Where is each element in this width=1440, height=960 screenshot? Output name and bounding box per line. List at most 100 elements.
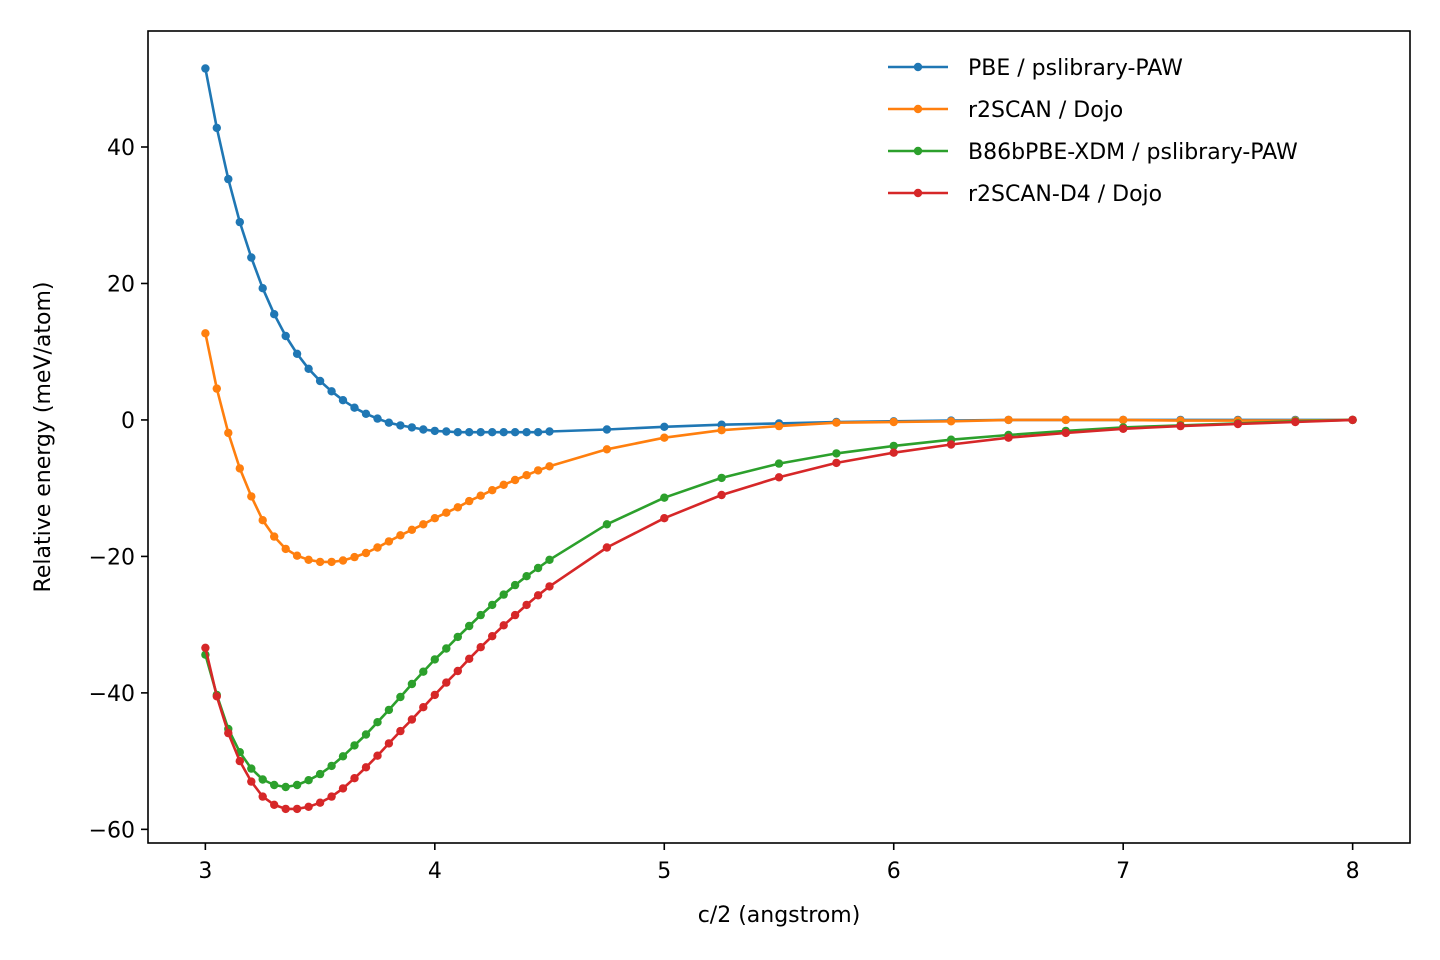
data-point bbox=[889, 417, 898, 427]
data-point bbox=[442, 508, 451, 517]
data-point bbox=[832, 449, 841, 458]
y-tick-label: 20 bbox=[107, 272, 135, 297]
data-point bbox=[315, 376, 325, 386]
y-axis-label: Relative energy (meV/atom) bbox=[31, 282, 56, 593]
data-point bbox=[292, 349, 302, 358]
x-tick-label: 8 bbox=[1346, 859, 1360, 884]
data-point bbox=[258, 775, 267, 784]
y-tick-label: −20 bbox=[89, 545, 135, 570]
data-point bbox=[488, 600, 497, 610]
data-point bbox=[315, 798, 325, 807]
data-point bbox=[407, 423, 417, 432]
plot-frame bbox=[147, 30, 1411, 844]
legend-marker bbox=[913, 146, 923, 156]
data-point bbox=[1291, 417, 1300, 427]
legend-label: r2SCAN / Dojo bbox=[968, 98, 1123, 123]
data-point bbox=[522, 428, 531, 437]
data-point bbox=[292, 551, 302, 560]
data-point bbox=[396, 531, 405, 540]
data-point bbox=[522, 600, 531, 610]
x-axis-ticks: 3 4 5 6 7 8 bbox=[198, 843, 1360, 884]
y-tick-label: 40 bbox=[107, 136, 135, 161]
data-point bbox=[338, 396, 348, 405]
data-point bbox=[373, 414, 382, 423]
data-point bbox=[201, 64, 210, 73]
y-tick-label: −40 bbox=[89, 682, 135, 707]
data-point bbox=[396, 421, 405, 430]
data-point bbox=[201, 643, 210, 652]
x-tick-label: 3 bbox=[198, 859, 212, 884]
data-point bbox=[545, 427, 554, 436]
data-point bbox=[327, 387, 336, 396]
data-point bbox=[465, 654, 474, 663]
data-point bbox=[281, 544, 290, 554]
data-point bbox=[1004, 433, 1013, 442]
data-point bbox=[832, 418, 841, 427]
data-point bbox=[602, 543, 612, 552]
data-point bbox=[361, 409, 371, 418]
data-point bbox=[304, 364, 313, 373]
data-point bbox=[488, 632, 497, 641]
data-point bbox=[201, 329, 210, 338]
data-point bbox=[338, 784, 348, 793]
data-point bbox=[660, 422, 669, 431]
data-point bbox=[327, 792, 336, 801]
data-point bbox=[453, 632, 462, 642]
data-point bbox=[361, 730, 371, 739]
data-point bbox=[533, 563, 543, 573]
legend-item: r2SCAN / Dojo bbox=[888, 98, 1123, 123]
data-point bbox=[270, 532, 279, 541]
data-point bbox=[453, 503, 462, 512]
data-point bbox=[1348, 415, 1357, 425]
data-point bbox=[258, 792, 267, 801]
data-point bbox=[442, 678, 451, 687]
legend-label: PBE / pslibrary-PAW bbox=[968, 56, 1183, 81]
series-2 bbox=[201, 329, 1357, 567]
data-point bbox=[384, 418, 394, 427]
data-point bbox=[488, 428, 497, 437]
data-point bbox=[717, 473, 726, 483]
data-point bbox=[304, 802, 313, 811]
data-point bbox=[660, 514, 669, 523]
data-point bbox=[660, 433, 669, 442]
data-point bbox=[1004, 415, 1013, 425]
data-point bbox=[533, 428, 543, 437]
data-point bbox=[396, 692, 405, 702]
data-point bbox=[430, 426, 439, 436]
data-point bbox=[270, 310, 279, 319]
data-point bbox=[717, 426, 726, 435]
legend-label: r2SCAN-D4 / Dojo bbox=[968, 182, 1162, 207]
data-point bbox=[453, 666, 462, 676]
data-point bbox=[602, 425, 612, 434]
data-point bbox=[281, 782, 290, 792]
data-point bbox=[373, 543, 382, 552]
data-point bbox=[545, 582, 554, 591]
legend-item: r2SCAN-D4 / Dojo bbox=[888, 182, 1162, 207]
data-point bbox=[270, 800, 279, 809]
y-tick-label: 0 bbox=[121, 409, 135, 434]
data-point bbox=[499, 621, 508, 630]
data-point bbox=[384, 705, 394, 715]
data-point bbox=[889, 441, 898, 451]
data-point bbox=[361, 548, 371, 558]
data-point bbox=[946, 417, 956, 426]
data-point bbox=[1233, 419, 1243, 429]
data-point bbox=[327, 557, 336, 567]
data-point bbox=[442, 427, 451, 436]
data-point bbox=[407, 679, 417, 689]
x-tick-label: 7 bbox=[1116, 859, 1130, 884]
legend-label: B86bPBE-XDM / pslibrary-PAW bbox=[968, 140, 1298, 165]
x-tick-label: 4 bbox=[428, 859, 442, 884]
data-point bbox=[407, 715, 417, 724]
data-point bbox=[419, 425, 428, 434]
data-point bbox=[373, 751, 382, 760]
data-point bbox=[453, 428, 462, 437]
data-point bbox=[602, 445, 612, 454]
data-point bbox=[384, 537, 394, 546]
data-point bbox=[315, 769, 325, 779]
y-tick-label: −60 bbox=[89, 818, 135, 843]
data-point bbox=[258, 284, 267, 293]
x-tick-label: 6 bbox=[887, 859, 901, 884]
data-point bbox=[1176, 421, 1185, 431]
series-layer bbox=[201, 64, 1357, 814]
